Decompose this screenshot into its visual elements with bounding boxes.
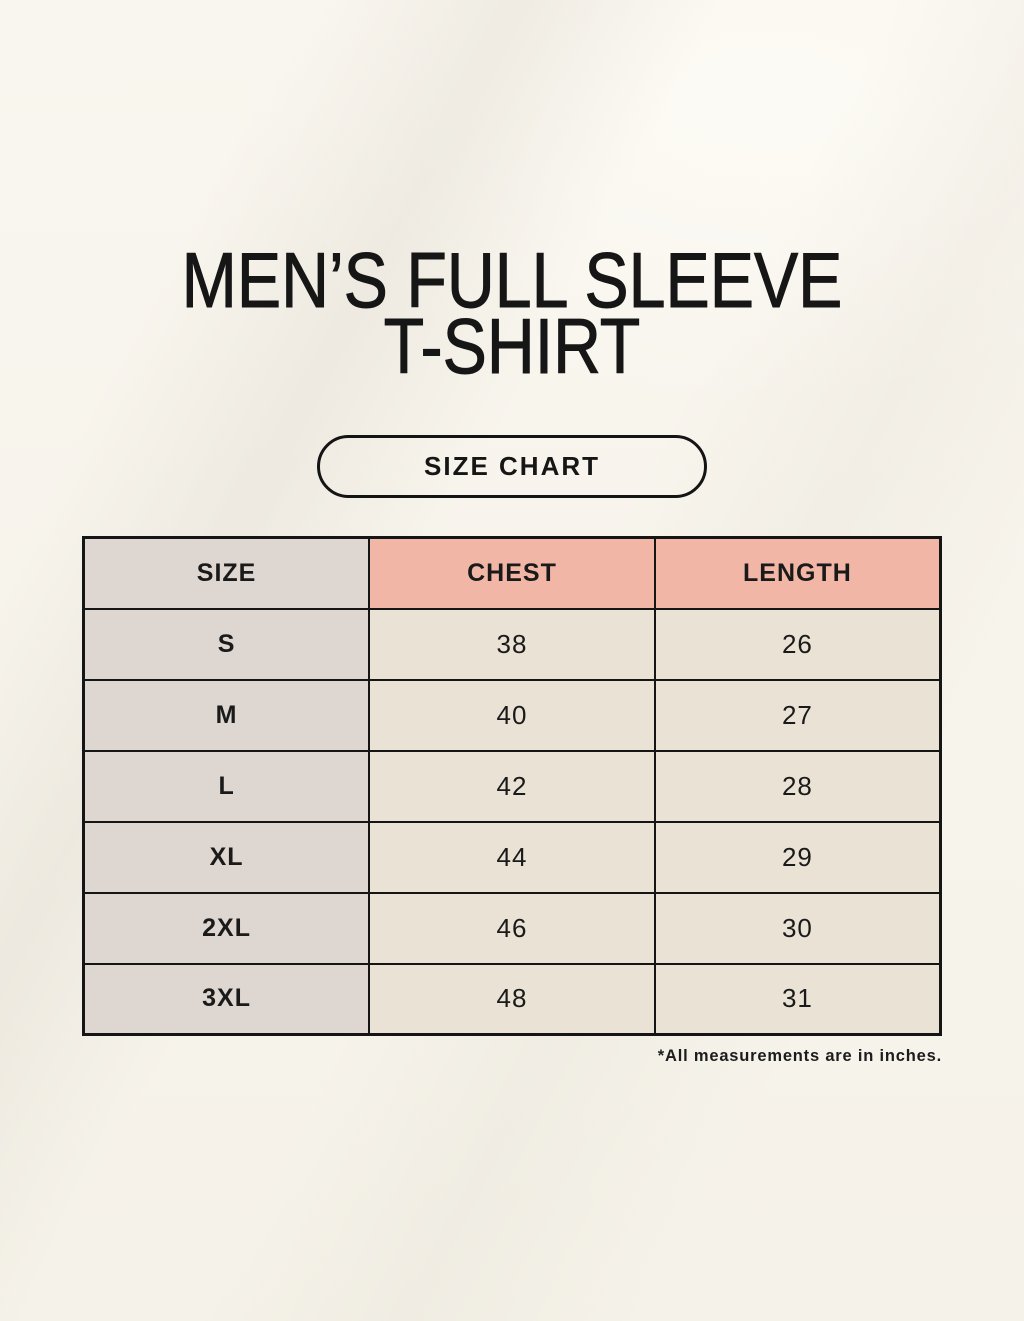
table-row-m: M 40 27: [82, 678, 942, 752]
size-label: L: [82, 749, 371, 823]
table-header-row: SIZE CHEST LENGTH: [82, 536, 942, 610]
size-table-section: SIZE CHEST LENGTH S 38 26 M 40 27 L: [82, 536, 942, 1066]
chest-value: 48: [368, 962, 656, 1036]
chest-value: 42: [368, 749, 656, 823]
table-row-2xl: 2XL 46 30: [82, 891, 942, 965]
size-chart-badge-label: SIZE CHART: [424, 451, 600, 481]
size-label: S: [82, 607, 371, 681]
size-label: 3XL: [82, 962, 371, 1036]
page-title-line-1: MEN’S FULL SLEEVE: [181, 236, 843, 324]
measurements-footnote: *All measurements are in inches.: [657, 1047, 942, 1065]
length-value: 30: [653, 891, 942, 965]
length-value: 31: [653, 962, 942, 1036]
size-table: SIZE CHEST LENGTH S 38 26 M 40 27 L: [82, 536, 942, 1036]
length-value: 27: [653, 678, 942, 752]
chest-value: 44: [368, 820, 656, 894]
length-value: 29: [653, 820, 942, 894]
table-row-l: L 42 28: [82, 749, 942, 823]
page-title: MEN’S FULL SLEEVE T-SHIRT: [77, 236, 947, 390]
table-row-s: S 38 26: [82, 607, 942, 681]
column-header-length: LENGTH: [653, 536, 942, 610]
size-label: XL: [82, 820, 371, 894]
chest-value: 38: [368, 607, 656, 681]
size-label: 2XL: [82, 891, 371, 965]
table-row-xl: XL 44 29: [82, 820, 942, 894]
length-value: 28: [653, 749, 942, 823]
column-header-chest: CHEST: [368, 536, 656, 610]
page-title-line-2: T-SHIRT: [383, 301, 641, 390]
chest-value: 46: [368, 891, 656, 965]
table-row-3xl: 3XL 48 31: [82, 962, 942, 1036]
size-chart-badge: SIZE CHART: [317, 435, 707, 498]
column-header-size: SIZE: [82, 536, 371, 610]
chest-value: 40: [368, 678, 656, 752]
size-label: M: [82, 678, 371, 752]
length-value: 26: [653, 607, 942, 681]
